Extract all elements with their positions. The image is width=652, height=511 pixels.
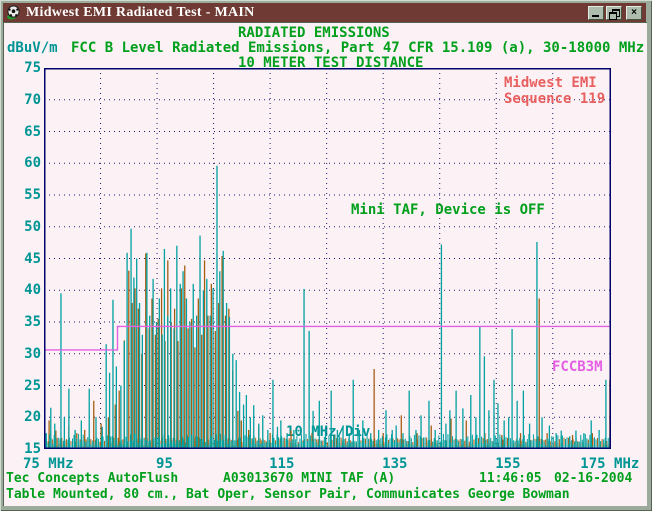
x-tick-115: 115 (269, 456, 295, 472)
x-tick-175: 175 MHz (580, 456, 640, 472)
chart-panel: RADIATED EMISSIONS dBuV/m FCC B Level Ra… (3, 22, 647, 506)
y-axis-unit-label: dBuV/m (7, 40, 58, 56)
grid (44, 68, 611, 449)
device-status-annotation: Mini TAF, Device is OFF (351, 202, 545, 218)
trace-orange (44, 253, 611, 449)
minimize-icon (592, 14, 599, 17)
x-tick-95: 95 (156, 456, 173, 472)
status-time: 11:46:05 (479, 471, 542, 486)
status-date: 02-16-2004 (554, 471, 633, 486)
limit-line-label: FCCB3M (552, 359, 603, 375)
trace-teal (44, 165, 611, 449)
minimize-button[interactable] (588, 5, 604, 20)
y-tick-35: 35 (24, 314, 41, 330)
y-tick-75: 75 (24, 60, 41, 76)
y-tick-25: 25 (24, 377, 41, 394)
status-eut-id: A03013670 MINI TAF (A) (223, 471, 396, 486)
y-tick-20: 20 (24, 409, 41, 426)
title-bar[interactable]: Midwest EMI Radiated Test - MAIN × (3, 3, 646, 22)
status-operator: Tec Concepts AutoFlush (6, 471, 179, 486)
y-tick-55: 55 (24, 187, 41, 203)
status-test-setup: Table Mounted, 80 cm., Bat Oper, Sensor … (6, 487, 570, 502)
x-tick-75: 75 MHz (23, 456, 74, 472)
chart-title: RADIATED EMISSIONS (238, 25, 390, 41)
limit-line-fccb3m (44, 325, 611, 351)
window-title: Midwest EMI Radiated Test - MAIN (26, 4, 255, 20)
y-tick-65: 65 (24, 123, 41, 140)
x-tick-155: 155 (495, 456, 521, 472)
y-tick-50: 50 (24, 218, 41, 235)
close-icon: × (631, 6, 637, 18)
app-icon-soccer-ball (7, 5, 20, 20)
chart-subtitle: FCC B Level Radiated Emissions, Part 47 … (71, 40, 645, 56)
plot-border (44, 68, 611, 449)
y-tick-45: 45 (24, 250, 41, 267)
y-tick-15: 15 (24, 441, 41, 457)
close-button[interactable]: × (626, 5, 642, 20)
y-tick-40: 40 (24, 282, 41, 299)
spectrum-plot (44, 68, 611, 449)
sequence-annotation-line2: Sequence 119 (504, 91, 606, 107)
y-tick-70: 70 (24, 91, 41, 108)
y-tick-30: 30 (24, 345, 41, 362)
x-tick-135: 135 (382, 456, 408, 472)
y-tick-60: 60 (24, 155, 41, 172)
sequence-annotation-line1: Midwest EMI (504, 75, 597, 91)
test-distance-label: 10 METER TEST DISTANCE (238, 55, 424, 71)
restore-button[interactable] (606, 5, 622, 20)
